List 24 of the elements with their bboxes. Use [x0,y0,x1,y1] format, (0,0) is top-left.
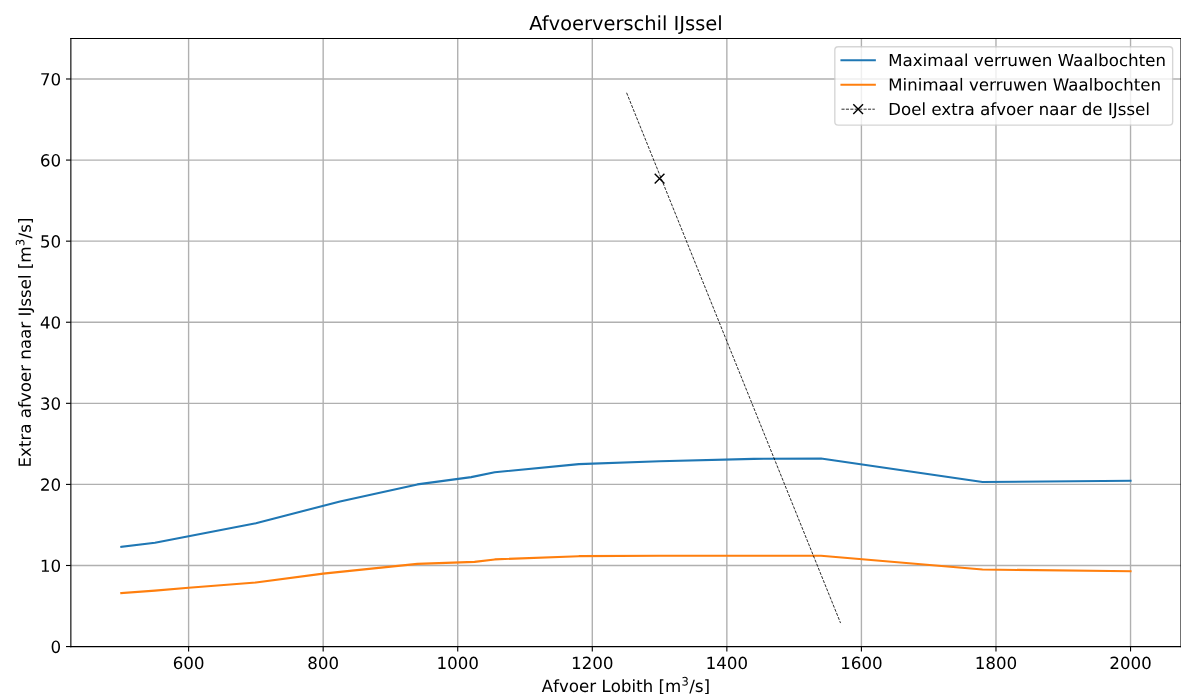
y-tick-label: 30 [41,397,61,410]
x-tick-label: 1200 [572,656,613,670]
y-tick-label: 0 [51,640,61,654]
line-series [120,457,1132,548]
legend-label: Minimaal verruwen Waalbochten [889,77,1160,91]
y-tick-label: 60 [41,154,61,167]
legend-label: Doel extra afvoer naar de IJssel [889,102,1149,119]
x-tick-label: 1400 [707,656,747,670]
x-tick-label: 1800 [976,656,1017,670]
x-tick-label: 600 [173,656,204,670]
x-axis-title: Afvoer Lobith [m$^{3}$/s] [541,676,709,695]
y-tick-label: 50 [41,235,61,248]
x-tick-label: 800 [308,656,338,670]
y-tick-label: 20 [41,478,61,491]
y-tick-label: 40 [40,316,61,329]
y-tick-label: 10 [41,559,61,573]
line-series [120,554,1132,595]
x-tick-label: 1000 [438,656,478,670]
y-tick-label: 70 [41,72,61,86]
y-axis-title: Extra afvoer naar IJssel [m$^{3}$/s] [15,219,35,466]
x-tick-label: 1600 [842,656,882,670]
legend-label: Maximaal verruwen Waalbochten [889,53,1165,67]
x-tick-label: 2000 [1110,656,1151,670]
chart-title: Afvoerverschil IJssel [529,15,721,34]
